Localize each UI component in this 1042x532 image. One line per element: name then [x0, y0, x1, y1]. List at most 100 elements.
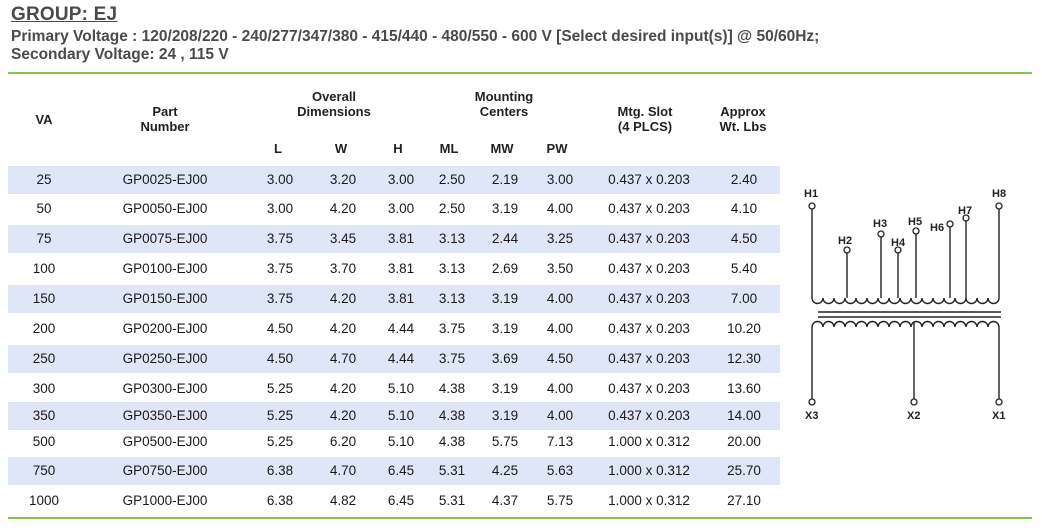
cell-h: 5.10: [387, 408, 415, 423]
cell-va: 500: [32, 434, 56, 449]
cell-pw: 4.00: [546, 291, 574, 306]
cell-weight: 27.10: [727, 493, 761, 508]
cell-l: 3.00: [266, 172, 294, 187]
header-mw: MW: [490, 141, 514, 156]
cell-weight: 13.60: [727, 381, 761, 396]
cell-w: 4.70: [329, 351, 357, 366]
cell-ml: 5.31: [438, 493, 466, 508]
cell-w: 4.20: [329, 408, 357, 423]
cell-va: 75: [36, 231, 52, 246]
label-h7: H7: [958, 205, 972, 217]
cell-va: 300: [32, 381, 56, 396]
cell-pw: 7.13: [546, 434, 574, 449]
cell-w: 3.45: [329, 231, 357, 246]
terminal-h1: [808, 202, 816, 210]
cell-ml: 2.50: [438, 172, 466, 187]
cell-w: 4.20: [329, 321, 357, 336]
cell-l: 5.25: [266, 434, 294, 449]
header-mtg-slot: Mtg. Slot (4 PLCS): [617, 104, 673, 134]
cell-pw: 4.00: [546, 408, 574, 423]
cell-va: 1000: [28, 493, 60, 508]
cell-mtg-slot: 1.000 x 0.312: [608, 434, 690, 449]
cell-w: 3.70: [329, 261, 357, 276]
cell-ml: 3.13: [438, 291, 466, 306]
header-l: L: [274, 141, 282, 156]
cell-mw: 4.37: [491, 493, 519, 508]
table-row: 750 GP0750-EJ00 6.38 4.70 6.45 5.31 4.25…: [8, 457, 780, 485]
cell-mtg-slot: 0.437 x 0.203: [608, 321, 690, 336]
cell-h: 3.81: [387, 291, 415, 306]
cell-h: 3.81: [387, 231, 415, 246]
cell-va: 50: [36, 201, 52, 216]
table-row: 150 GP0150-EJ00 3.75 4.20 3.81 3.13 3.19…: [8, 285, 780, 313]
cell-ml: 4.38: [438, 381, 466, 396]
label-h4: H4: [891, 237, 906, 249]
cell-part-number: GP0050-EJ00: [122, 201, 208, 216]
cell-l: 4.50: [266, 351, 294, 366]
label-h8: H8: [992, 188, 1006, 200]
terminal-h7: [962, 214, 970, 222]
table-row: 100 GP0100-EJ00 3.75 3.70 3.81 3.13 2.69…: [8, 255, 780, 283]
cell-part-number: GP0300-EJ00: [122, 381, 208, 396]
cell-weight: 10.20: [727, 321, 761, 336]
bottom-divider: [8, 517, 1032, 519]
cell-l: 3.75: [266, 261, 294, 276]
label-h2: H2: [838, 235, 852, 247]
cell-weight: 14.00: [727, 408, 761, 423]
cell-h: 5.10: [387, 434, 415, 449]
cell-h: 4.44: [387, 321, 415, 336]
header-part-number: Part Number: [140, 104, 190, 134]
cell-mtg-slot: 0.437 x 0.203: [608, 291, 690, 306]
cell-part-number: GP0250-EJ00: [122, 351, 208, 366]
header-w: W: [334, 141, 348, 156]
cell-ml: 3.13: [438, 261, 466, 276]
cell-mtg-slot: 0.437 x 0.203: [608, 381, 690, 396]
cell-ml: 3.75: [438, 351, 466, 366]
cell-mw: 4.25: [491, 463, 519, 478]
cell-mw: 2.19: [491, 172, 519, 187]
cell-w: 4.20: [329, 291, 357, 306]
terminal-h8: [995, 202, 1003, 210]
cell-w: 6.20: [329, 434, 357, 449]
cell-ml: 3.13: [438, 231, 466, 246]
cell-ml: 3.75: [438, 321, 466, 336]
label-h5: H5: [908, 216, 922, 228]
cell-h: 6.45: [387, 463, 415, 478]
cell-mw: 3.19: [491, 291, 519, 306]
cell-va: 100: [32, 261, 56, 276]
header-overall-dimensions: Overall Dimensions: [297, 89, 371, 119]
cell-part-number: GP0150-EJ00: [122, 291, 208, 306]
cell-h: 3.00: [387, 201, 415, 216]
cell-part-number: GP0750-EJ00: [122, 463, 208, 478]
cell-pw: 4.50: [546, 351, 574, 366]
cell-mtg-slot: 0.437 x 0.203: [608, 201, 690, 216]
terminal-h5: [912, 227, 920, 235]
cell-weight: 2.40: [730, 172, 758, 187]
label-h1: H1: [804, 188, 818, 200]
cell-l: 5.25: [266, 408, 294, 423]
terminal-x2: [910, 398, 918, 406]
terminal-h6: [946, 220, 954, 228]
cell-ml: 5.31: [438, 463, 466, 478]
table-row: 1000 GP1000-EJ00 6.38 4.82 6.45 5.31 4.3…: [8, 487, 780, 515]
cell-l: 3.75: [266, 231, 294, 246]
cell-part-number: GP0075-EJ00: [122, 231, 208, 246]
cell-mtg-slot: 0.437 x 0.203: [608, 261, 690, 276]
cell-mtg-slot: 0.437 x 0.203: [608, 231, 690, 246]
table-row: 50 GP0050-EJ00 3.00 4.20 3.00 2.50 3.19 …: [8, 195, 780, 223]
table-row: 350 GP0350-EJ00 5.25 4.20 5.10 4.38 3.19…: [8, 402, 780, 430]
cell-weight: 7.00: [730, 291, 758, 306]
cell-l: 3.75: [266, 291, 294, 306]
table-row: 25 GP0025-EJ00 3.00 3.20 3.00 2.50 2.19 …: [8, 166, 780, 194]
cell-l: 3.00: [266, 201, 294, 216]
cell-mw: 5.75: [491, 434, 519, 449]
cell-ml: 2.50: [438, 201, 466, 216]
cell-va: 250: [32, 351, 56, 366]
cell-mtg-slot: 0.437 x 0.203: [608, 351, 690, 366]
cell-mtg-slot: 1.000 x 0.312: [608, 493, 690, 508]
header-va: VA: [35, 112, 53, 127]
cell-weight: 4.50: [730, 231, 758, 246]
cell-va: 150: [32, 291, 56, 306]
cell-part-number: GP0025-EJ00: [122, 172, 208, 187]
cell-va: 350: [32, 408, 56, 423]
